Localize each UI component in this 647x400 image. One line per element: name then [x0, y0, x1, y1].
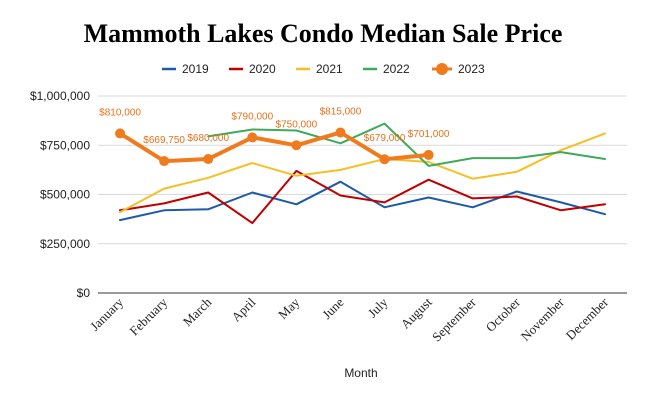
x-tick-label: November — [518, 294, 568, 344]
y-tick-label: $750,000 — [40, 138, 90, 152]
y-tick-label: $250,000 — [40, 237, 90, 251]
series-lines — [115, 122, 606, 225]
legend-entry-2020: 2020 — [249, 62, 276, 76]
x-tick-label: May — [275, 294, 303, 322]
data-point-2023 — [423, 149, 434, 160]
series-line-2021 — [119, 132, 606, 214]
series-line-2022 — [207, 122, 606, 167]
data-label: $680,000 — [187, 133, 229, 144]
data-label: $669,750 — [143, 135, 185, 146]
legend-entry-2019: 2019 — [182, 62, 209, 76]
legend-entry-2022: 2022 — [383, 62, 410, 76]
x-tick-label: October — [483, 294, 524, 335]
data-label: $810,000 — [99, 107, 141, 118]
data-label: $815,000 — [320, 106, 362, 117]
x-tick-label: April — [228, 294, 258, 324]
data-point-2023 — [203, 154, 214, 165]
x-tick-label: June — [319, 294, 347, 322]
data-point-2023 — [291, 140, 302, 151]
data-label: $701,000 — [408, 129, 450, 140]
data-labels: $810,000 $669,750 $680,000$790,000$750,000… — [99, 106, 450, 146]
x-tick-label: March — [180, 294, 215, 329]
legend-entry-2023: 2023 — [458, 62, 485, 76]
data-point-2023 — [159, 156, 170, 167]
y-tick-label: $1,000,000 — [30, 89, 90, 103]
x-tick-label: January — [87, 294, 127, 334]
series-line-2020 — [119, 169, 606, 225]
data-point-2023 — [247, 132, 258, 143]
data-point-2023 — [379, 154, 390, 165]
y-tick-label: $0 — [77, 286, 91, 300]
series-line-2019 — [119, 180, 606, 222]
x-tick-label: December — [563, 294, 612, 343]
data-label: $679,000 — [364, 133, 406, 144]
x-tick-label: July — [365, 294, 391, 320]
chart-title: Mammoth Lakes Condo Median Sale Price — [84, 19, 563, 48]
x-tick-label: September — [429, 294, 479, 344]
legend: 2019 2020 2021 2022 2023 — [162, 62, 485, 76]
x-tick-label: February — [126, 294, 170, 338]
legend-entry-2021: 2021 — [316, 62, 343, 76]
data-label: $790,000 — [231, 111, 273, 122]
legend-marker-2023 — [436, 63, 448, 75]
data-point-2023 — [335, 127, 346, 138]
x-axis-label: Month — [344, 366, 377, 380]
x-tick-label: August — [398, 294, 435, 331]
y-tick-label: $500,000 — [40, 188, 90, 202]
data-label: $750,000 — [276, 119, 318, 130]
series-line-2023 — [118, 130, 431, 164]
x-axis-ticks: January February March April May June July Augu… — [87, 294, 612, 344]
data-point-2023 — [115, 128, 126, 139]
y-axis-ticks: $0 $250,000 $500,000 $750,000 $1,000,000 — [30, 89, 90, 300]
